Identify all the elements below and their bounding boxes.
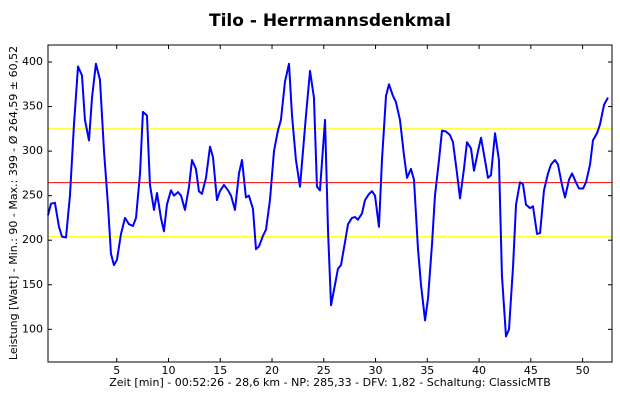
x-axis-label: Zeit [min] - 00:52:26 - 28,6 km - NP: 28…	[109, 376, 551, 389]
x-tick-label: 40	[472, 364, 486, 377]
x-tick-label: 35	[420, 364, 434, 377]
x-tick-label: 45	[524, 364, 538, 377]
y-tick-label: 150	[22, 278, 43, 291]
x-tick-label: 5	[113, 364, 120, 377]
y-tick-label: 200	[22, 233, 43, 246]
power-line	[47, 62, 609, 338]
y-axis-label: Leistung [Watt] - Min.: 90 - Max.: 399 -…	[7, 46, 20, 360]
x-tick-label: 30	[369, 364, 383, 377]
y-tick-label: 300	[22, 144, 43, 157]
y-tick-label: 250	[22, 189, 43, 202]
x-tick-label: 50	[576, 364, 590, 377]
x-tick-label: 10	[162, 364, 176, 377]
x-tick-label: 15	[213, 364, 227, 377]
plot-area	[48, 45, 612, 362]
y-tick-label: 400	[22, 55, 43, 68]
plot-frame	[47, 44, 613, 363]
x-tick-label: 25	[317, 364, 331, 377]
x-tick-label: 20	[265, 364, 279, 377]
y-tick-label: 350	[22, 100, 43, 113]
chart-title: Tilo - Herrmannsdenkmal	[209, 11, 451, 31]
y-tick-label: 100	[22, 322, 43, 335]
